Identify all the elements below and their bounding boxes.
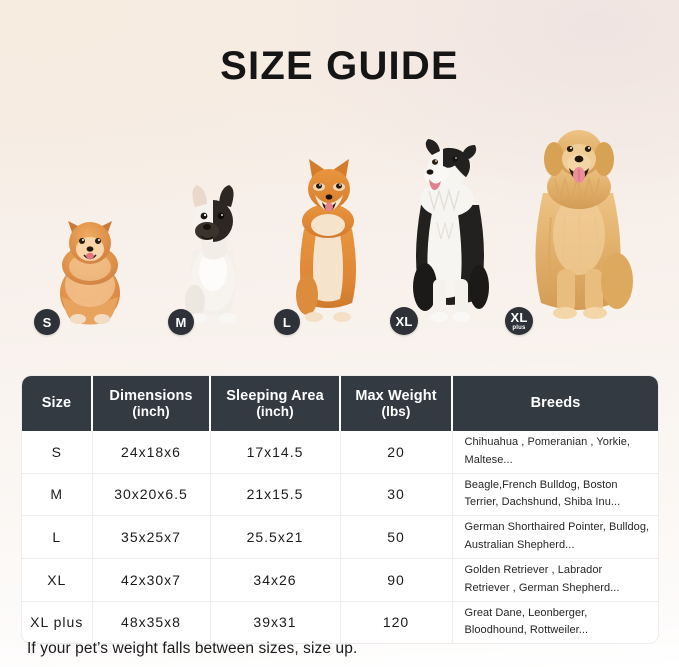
header-sleeping-area-unit: (inch) bbox=[256, 404, 294, 420]
dog-slot-m: M bbox=[158, 180, 268, 335]
cell-breeds: Golden Retriever , Labrador Retriever , … bbox=[452, 558, 658, 602]
cell-breeds: German Shorthaired Pointer, Bulldog, Aus… bbox=[452, 515, 658, 559]
dog-slot-xl: XL bbox=[388, 135, 513, 335]
cell-sleeping-area: 39x31 bbox=[210, 601, 341, 644]
size-badge-m: M bbox=[168, 309, 194, 335]
size-table: Size Dimensions (inch) Sleeping Area (in… bbox=[22, 376, 658, 644]
header-sleeping-area-label: Sleeping Area bbox=[226, 387, 324, 404]
cell-breeds: Chihuahua , Pomeranian , Yorkie, Maltese… bbox=[452, 431, 658, 474]
cell-sleeping-area: 34x26 bbox=[210, 558, 341, 602]
size-table-wrapper: Size Dimensions (inch) Sleeping Area (in… bbox=[22, 376, 658, 644]
size-badge-xl: XL bbox=[390, 307, 418, 335]
cell-dimensions: 35x25x7 bbox=[92, 515, 211, 559]
size-badge-xl-plus: XL plus bbox=[505, 307, 533, 335]
table-row: XL plus 48x35x8 39x31 120 Great Dane, Le… bbox=[22, 601, 658, 644]
header-breeds-label: Breeds bbox=[530, 395, 581, 412]
border-collie-icon bbox=[412, 139, 489, 322]
cell-size: S bbox=[22, 431, 93, 474]
header-size: Size bbox=[22, 376, 93, 431]
french-bulldog-icon bbox=[185, 185, 237, 323]
header-max-weight-label: Max Weight bbox=[355, 387, 437, 404]
cell-dimensions: 42x30x7 bbox=[92, 558, 211, 602]
golden-retriever-icon bbox=[535, 130, 633, 319]
cell-size: L bbox=[22, 515, 93, 559]
cell-sleeping-area: 21x15.5 bbox=[210, 473, 341, 517]
cell-max-weight: 20 bbox=[340, 431, 453, 474]
cell-size: XL plus bbox=[22, 601, 93, 644]
dog-size-illustrations: S bbox=[0, 120, 679, 335]
header-max-weight: Max Weight (lbs) bbox=[339, 376, 453, 431]
cell-dimensions: 30x20x6.5 bbox=[92, 473, 211, 517]
header-dimensions-unit: (inch) bbox=[132, 404, 170, 420]
cell-max-weight: 50 bbox=[340, 515, 453, 559]
header-breeds: Breeds bbox=[451, 376, 658, 431]
size-badge-s: S bbox=[34, 309, 60, 335]
size-badge-l: L bbox=[274, 309, 300, 335]
cell-dimensions: 24x18x6 bbox=[92, 431, 211, 474]
table-row: S 24x18x6 17x14.5 20 Chihuahua , Pomeran… bbox=[22, 431, 658, 474]
size-table-head: Size Dimensions (inch) Sleeping Area (in… bbox=[22, 376, 658, 431]
cell-size: M bbox=[22, 473, 93, 517]
cell-max-weight: 120 bbox=[340, 601, 453, 644]
shiba-inu-icon bbox=[296, 159, 356, 322]
cell-breeds: Great Dane, Leonberger, Bloodhound, Rott… bbox=[464, 606, 589, 637]
dog-slot-xl-plus: XL plus bbox=[505, 120, 655, 335]
table-row: L 35x25x7 25.5x21 50 German Shorthaired … bbox=[22, 515, 658, 559]
dog-slot-s: S bbox=[30, 205, 150, 335]
cell-max-weight: 90 bbox=[340, 558, 453, 602]
cell-sleeping-area: 25.5x21 bbox=[210, 515, 341, 559]
size-table-body: S 24x18x6 17x14.5 20 Chihuahua , Pomeran… bbox=[22, 431, 658, 644]
pomeranian-icon bbox=[60, 221, 120, 325]
header-sleeping-area: Sleeping Area (inch) bbox=[209, 376, 341, 431]
table-row: M 30x20x6.5 21x15.5 30 Beagle,French Bul… bbox=[22, 473, 658, 517]
cell-dimensions: 48x35x8 bbox=[92, 601, 211, 644]
header-size-label: Size bbox=[41, 395, 72, 412]
table-row: XL 42x30x7 34x26 90 Golden Retriever , L… bbox=[22, 558, 658, 602]
cell-sleeping-area: 17x14.5 bbox=[210, 431, 341, 474]
header-max-weight-unit: (lbs) bbox=[381, 404, 411, 420]
cell-max-weight: 30 bbox=[340, 473, 453, 517]
header-dimensions-label: Dimensions bbox=[109, 387, 193, 404]
dog-slot-l: L bbox=[268, 155, 388, 335]
cell-breeds: Beagle,French Bulldog, Boston Terrier, D… bbox=[452, 473, 658, 517]
sizing-footnote: If your pet’s weight falls between sizes… bbox=[27, 640, 358, 657]
table-header-row: Size Dimensions (inch) Sleeping Area (in… bbox=[22, 376, 658, 431]
header-dimensions: Dimensions (inch) bbox=[91, 376, 211, 431]
page-title: SIZE GUIDE bbox=[220, 44, 459, 88]
cell-size: XL bbox=[22, 558, 93, 602]
